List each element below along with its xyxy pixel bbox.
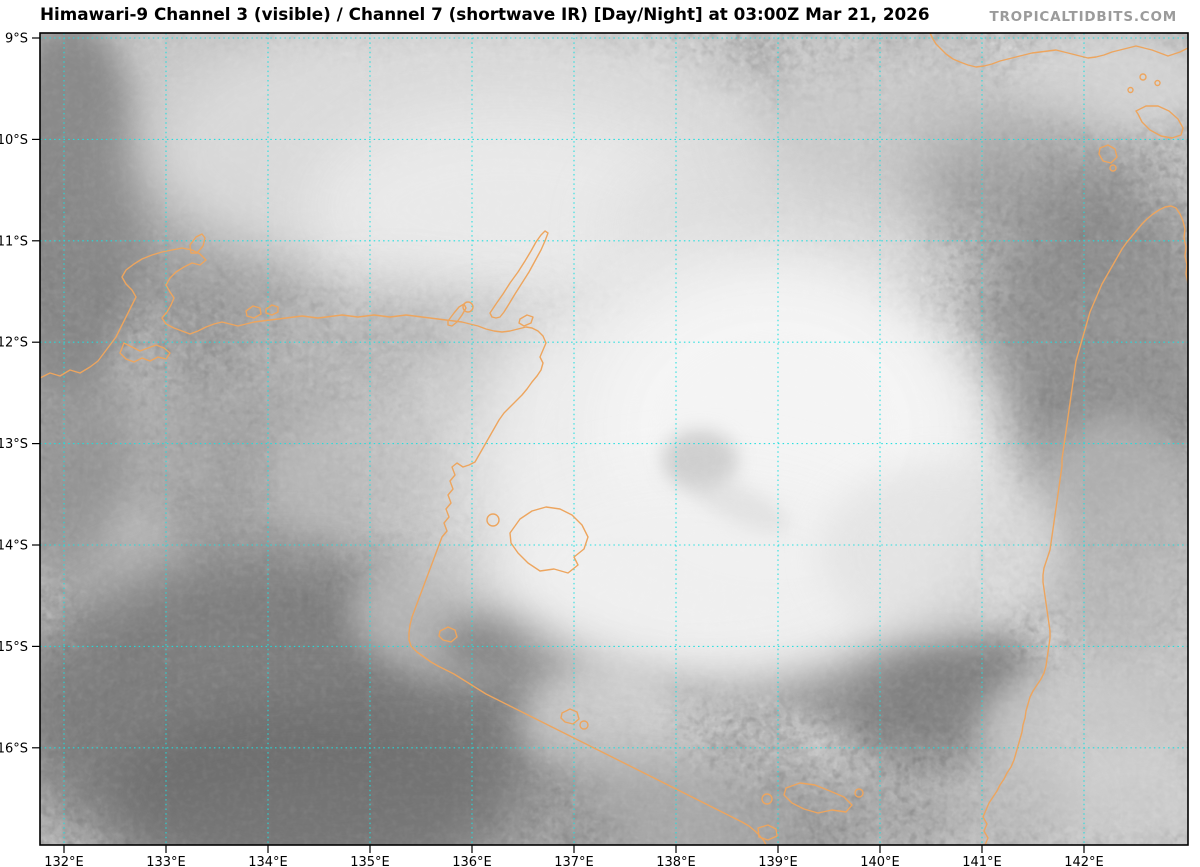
island-elcho: [447, 303, 467, 327]
tropicaltidbits-watermark: TROPICALTIDBITS.COM: [989, 9, 1177, 25]
map-border: [39, 32, 1189, 846]
island-wellesley-east: [854, 788, 864, 798]
island-wellesley-west: [761, 793, 773, 805]
lat-tick-label: 16°S: [0, 741, 28, 756]
lon-tick-label: 134°E: [248, 855, 288, 867]
island-torres-b: [1127, 86, 1134, 94]
title-bar: Himawari-9 Channel 3 (visible) / Channel…: [0, 0, 1200, 33]
lat-tick-label: 11°S: [0, 234, 28, 249]
island-torres-c: [1154, 79, 1161, 87]
lat-tick-label: 13°S: [0, 437, 28, 452]
island-pellew-small: [579, 720, 589, 730]
island-torres-a: [1139, 73, 1147, 81]
lon-tick-label: 138°E: [656, 855, 696, 867]
satellite-imagery: [40, 33, 1188, 845]
lat-tick-label: 9°S: [5, 32, 28, 47]
lon-tick-label: 135°E: [350, 855, 390, 867]
lat-tick-label: 10°S: [0, 133, 28, 148]
coastline-new-guinea: [929, 33, 1188, 68]
lat-tick-label: 14°S: [0, 539, 28, 554]
island-mornington: [783, 782, 853, 814]
island-chain-wessel: [489, 230, 549, 319]
axis-labels: 9°S 10°S 11°S 12°S 13°S 14°S 15°S 16°S 132°E 133°…: [0, 32, 1104, 867]
coastline-australia-north: [40, 247, 767, 845]
lat-tick-label: 12°S: [0, 336, 28, 351]
coastline-cape-york: [982, 205, 1188, 845]
island-maria: [438, 626, 458, 643]
lon-tick-label: 132°E: [44, 855, 84, 867]
lon-tick-label: 137°E: [554, 855, 594, 867]
island-png-delta: [1098, 144, 1118, 164]
coastline-van-diemen-inlet: [119, 342, 171, 363]
island-goulburn-west: [245, 305, 262, 319]
island-bickerton: [486, 513, 500, 527]
island-goulburn-east: [265, 304, 279, 316]
island-bentinck: [757, 824, 778, 841]
lon-tick-label: 141°E: [962, 855, 1002, 867]
island-round-wessel: [462, 301, 474, 313]
latlon-grid: [40, 33, 1188, 845]
coastline-overlay: [40, 33, 1188, 845]
image-title: Himawari-9 Channel 3 (visible) / Channel…: [40, 4, 930, 24]
island-croker: [189, 233, 206, 254]
lon-tick-label: 136°E: [452, 855, 492, 867]
island-pellew-group: [560, 708, 580, 725]
lon-tick-label: 133°E: [146, 855, 186, 867]
lon-tick-label: 142°E: [1064, 855, 1104, 867]
island-english-company: [518, 314, 534, 327]
island-png-speck: [1109, 164, 1117, 172]
lat-tick-label: 15°S: [0, 640, 28, 655]
lon-tick-label: 140°E: [860, 855, 900, 867]
island-png-south: [1135, 105, 1184, 139]
island-groote-eylandt: [509, 506, 589, 574]
lon-tick-label: 139°E: [758, 855, 798, 867]
